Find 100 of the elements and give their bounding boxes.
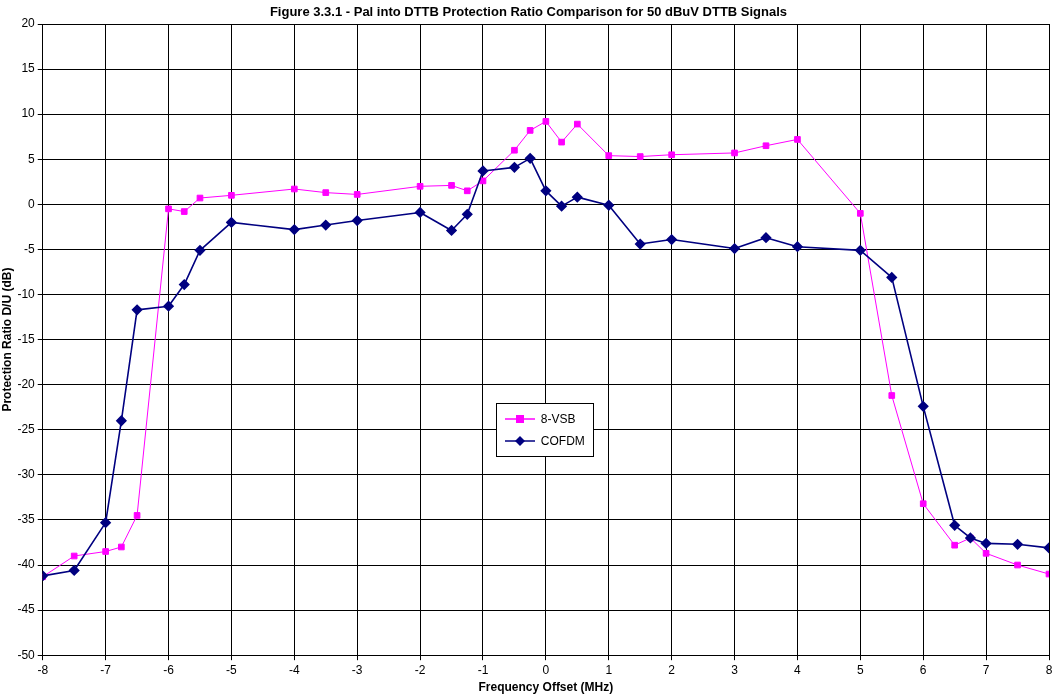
point bbox=[68, 565, 80, 576]
point bbox=[558, 138, 565, 146]
point bbox=[668, 151, 675, 159]
point bbox=[526, 127, 534, 134]
x-tick-label: -1 bbox=[477, 662, 489, 677]
point bbox=[524, 153, 536, 164]
point bbox=[634, 238, 646, 250]
x-tick-label: -6 bbox=[163, 662, 175, 677]
y-tick-label: 10 bbox=[21, 106, 36, 121]
point bbox=[542, 118, 550, 125]
point bbox=[479, 177, 487, 185]
point bbox=[792, 241, 803, 253]
x-tick-label: 7 bbox=[982, 662, 990, 677]
point bbox=[760, 232, 772, 244]
point bbox=[540, 185, 552, 197]
point bbox=[511, 146, 518, 154]
y-tick-label: -35 bbox=[17, 512, 36, 527]
point bbox=[572, 191, 583, 203]
y-tick-label: -25 bbox=[17, 422, 36, 437]
x-tick-label: 6 bbox=[919, 662, 927, 677]
y-tick-label: -45 bbox=[17, 602, 36, 617]
point bbox=[461, 208, 473, 220]
x-tick-label: 4 bbox=[794, 662, 802, 677]
chart-title: Figure 3.3.1 - Pal into DTTB Protection Ratio Comparison for 50 dBuV DTTB Signals bbox=[269, 4, 788, 19]
point bbox=[70, 552, 78, 560]
point bbox=[888, 392, 896, 399]
point bbox=[762, 142, 770, 150]
point bbox=[603, 199, 615, 211]
point bbox=[118, 543, 125, 551]
y-tick-label: -15 bbox=[17, 331, 36, 346]
x-tick-label: -7 bbox=[100, 662, 112, 677]
x-tick-label: 5 bbox=[856, 662, 864, 677]
point bbox=[322, 189, 330, 196]
x-tick-label: 1 bbox=[605, 662, 613, 677]
point bbox=[414, 207, 426, 218]
y-tick-label: 20 bbox=[21, 16, 36, 31]
point bbox=[448, 182, 455, 189]
x-tick-label: 2 bbox=[668, 662, 676, 677]
point bbox=[290, 185, 298, 193]
y-tick-label: 0 bbox=[28, 196, 36, 211]
point bbox=[855, 245, 866, 256]
point bbox=[857, 210, 864, 217]
point bbox=[729, 243, 740, 254]
point bbox=[196, 194, 204, 202]
point bbox=[100, 517, 111, 528]
point bbox=[180, 208, 188, 215]
y-tick-label: -10 bbox=[17, 286, 36, 301]
y-tick-label: 5 bbox=[28, 151, 36, 166]
x-tick-label: 3 bbox=[731, 662, 739, 677]
point bbox=[163, 300, 174, 312]
y-axis-title: Protection Ratio D/U (dB) bbox=[0, 267, 14, 412]
x-axis-title: Frequency Offset (MHz) bbox=[478, 680, 614, 695]
legend-label: 8-VSB bbox=[540, 411, 576, 426]
legend-label: COFDM bbox=[540, 433, 585, 448]
point bbox=[178, 279, 190, 290]
point bbox=[666, 234, 677, 245]
point bbox=[463, 187, 471, 195]
point bbox=[573, 120, 581, 128]
point bbox=[1012, 538, 1023, 550]
x-tick-label: 0 bbox=[542, 662, 550, 677]
point bbox=[605, 152, 613, 159]
point bbox=[731, 149, 738, 157]
point bbox=[917, 401, 929, 412]
point bbox=[320, 219, 332, 231]
x-tick-label: -8 bbox=[37, 662, 49, 677]
point bbox=[353, 191, 361, 198]
y-tick-label: -40 bbox=[17, 557, 36, 572]
point bbox=[165, 205, 172, 213]
point bbox=[1014, 561, 1021, 569]
x-tick-label: -5 bbox=[226, 662, 238, 677]
point bbox=[556, 200, 567, 212]
point bbox=[794, 136, 801, 143]
point bbox=[194, 245, 206, 256]
y-tick-label: -5 bbox=[24, 241, 36, 256]
x-tick-label: -2 bbox=[414, 662, 426, 677]
point bbox=[980, 538, 992, 549]
y-tick-label: -20 bbox=[17, 377, 36, 391]
point bbox=[982, 549, 990, 557]
y-tick-label: -30 bbox=[17, 467, 36, 482]
point bbox=[951, 541, 958, 549]
point bbox=[919, 500, 927, 508]
point bbox=[228, 192, 235, 199]
y-tick-label: -50 bbox=[17, 647, 36, 662]
point bbox=[226, 217, 237, 228]
point bbox=[636, 153, 644, 160]
y-tick-label: 15 bbox=[21, 61, 36, 76]
point bbox=[446, 225, 457, 236]
point bbox=[886, 272, 898, 283]
point bbox=[949, 520, 960, 531]
point bbox=[416, 182, 424, 190]
point bbox=[102, 548, 109, 555]
point bbox=[351, 215, 363, 226]
point bbox=[289, 224, 300, 235]
point bbox=[131, 304, 143, 316]
x-tick-label: -3 bbox=[351, 662, 363, 677]
point bbox=[116, 415, 127, 427]
point bbox=[133, 512, 141, 519]
point bbox=[477, 165, 489, 177]
x-tick-label: -4 bbox=[288, 662, 300, 677]
x-tick-label: 8 bbox=[1045, 662, 1053, 677]
